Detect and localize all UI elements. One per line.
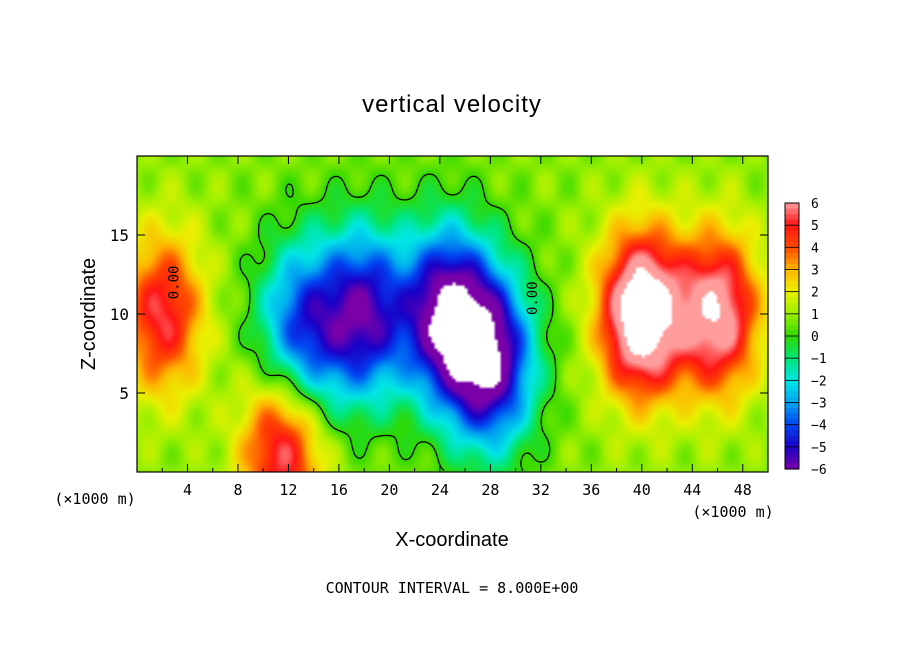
colorbar-swatch <box>785 214 799 221</box>
colorbar-swatch <box>785 297 799 304</box>
colorbar-tick-label: 5 <box>811 219 819 234</box>
colorbar-tick-label: −5 <box>811 441 827 456</box>
x-tick-label: 32 <box>532 481 550 499</box>
y-tick-label: 15 <box>110 226 129 245</box>
colorbar-swatch <box>785 313 799 320</box>
x-unit-right: (×1000 m) <box>692 503 773 521</box>
colorbar-swatch <box>785 430 799 437</box>
x-tick-label: 28 <box>481 481 499 499</box>
colorbar-swatch <box>785 441 799 448</box>
heatmap-raster <box>137 156 768 472</box>
colorbar-swatch <box>785 225 799 232</box>
colorbar-tick-label: 4 <box>811 241 819 256</box>
zero-contour <box>238 173 557 471</box>
colorbar-swatch <box>785 203 799 210</box>
x-tick-label: 44 <box>683 481 701 499</box>
colorbar-tick-label: −6 <box>811 463 827 478</box>
colorbar-swatch <box>785 319 799 326</box>
colorbar-swatch <box>785 280 799 287</box>
x-tick-label: 16 <box>330 481 348 499</box>
contour-labels: 0.00 0.00 <box>167 266 541 316</box>
colorbar-swatch <box>785 446 799 453</box>
colorbar-swatch <box>785 435 799 442</box>
colorbar-swatch <box>785 358 799 365</box>
colorbar-swatch <box>785 341 799 348</box>
x-tick-label: 40 <box>633 481 651 499</box>
colorbar-tick-label: −3 <box>811 397 827 412</box>
colorbar-swatch <box>785 380 799 387</box>
colorbar-tick-label: 2 <box>811 286 819 301</box>
colorbar-swatch <box>785 424 799 431</box>
colorbar-tick-label: 6 <box>811 197 819 212</box>
colorbar-swatch <box>785 219 799 226</box>
colorbar-swatch <box>785 452 799 459</box>
y-axis-label: Z-coordinate <box>78 258 100 370</box>
colorbar-swatch <box>785 363 799 370</box>
x-unit-left: (×1000 m) <box>54 490 135 508</box>
colorbar-swatch <box>785 236 799 243</box>
y-axis: 5 10 15 <box>110 226 768 403</box>
colorbar-swatch <box>785 241 799 248</box>
x-axis: 4 8 12 16 20 24 28 32 36 40 44 48 <box>161 156 752 499</box>
y-tick-label: 5 <box>119 384 129 403</box>
colorbar-swatch <box>785 408 799 415</box>
colorbar-swatch <box>785 396 799 404</box>
colorbar-swatch <box>785 374 799 381</box>
colorbar-swatch <box>785 302 799 309</box>
chart-title: vertical velocity <box>362 91 542 118</box>
colorbar-swatch <box>785 324 799 332</box>
y-tick-label: 10 <box>110 305 129 324</box>
colorbar-swatch <box>785 258 799 265</box>
x-tick-label: 36 <box>582 481 600 499</box>
x-axis-label: X-coordinate <box>395 529 508 551</box>
x-tick-label: 8 <box>233 481 242 499</box>
colorbar-swatch <box>785 352 799 359</box>
x-tick-label: 12 <box>279 481 297 499</box>
colorbar-tick-label: 0 <box>811 330 819 345</box>
colorbar-swatch <box>785 463 799 470</box>
x-tick-label: 48 <box>734 481 752 499</box>
contour-label: 0.00 <box>167 266 183 300</box>
colorbar-swatch <box>785 286 799 293</box>
x-tick-label: 4 <box>183 481 192 499</box>
colorbar-swatch <box>785 291 799 298</box>
colorbar-swatch <box>785 247 799 254</box>
colorbar-swatch <box>785 336 799 343</box>
colorbar-swatch <box>785 347 799 354</box>
colorbar-tick-label: 1 <box>811 308 819 323</box>
colorbar: 6 5 4 3 2 1 0 −1 −2 −3 −4 −5 −6 <box>784 197 827 478</box>
colorbar-swatch <box>785 230 799 237</box>
colorbar-swatch <box>785 252 799 260</box>
colorbar-swatch <box>785 402 799 409</box>
contour-interval-footer: CONTOUR INTERVAL = 8.000E+00 <box>326 579 579 597</box>
colorbar-swatch <box>785 385 799 393</box>
colorbar-swatch <box>785 330 799 337</box>
heatmap-field <box>137 156 768 472</box>
colorbar-tick-label: −1 <box>811 352 827 367</box>
colorbar-swatch <box>785 308 799 315</box>
colorbar-tick-label: −4 <box>811 419 827 434</box>
x-tick-label: 20 <box>380 481 398 499</box>
colorbar-swatch <box>785 208 799 215</box>
colorbar-swatch <box>785 263 799 271</box>
colorbar-swatch <box>785 457 799 465</box>
colorbar-swatch <box>785 269 799 276</box>
colorbar-tick-label: 3 <box>811 264 819 279</box>
colorbar-swatch <box>785 369 799 376</box>
x-tick-label: 24 <box>431 481 449 499</box>
zero-contour-lines <box>238 173 557 471</box>
colorbar-swatch <box>785 419 799 426</box>
colorbar-swatch <box>785 413 799 420</box>
colorbar-swatch <box>785 391 799 398</box>
contour-label: 0.00 <box>525 281 541 315</box>
colorbar-tick-label: −2 <box>811 374 827 389</box>
colorbar-swatch <box>785 275 799 282</box>
